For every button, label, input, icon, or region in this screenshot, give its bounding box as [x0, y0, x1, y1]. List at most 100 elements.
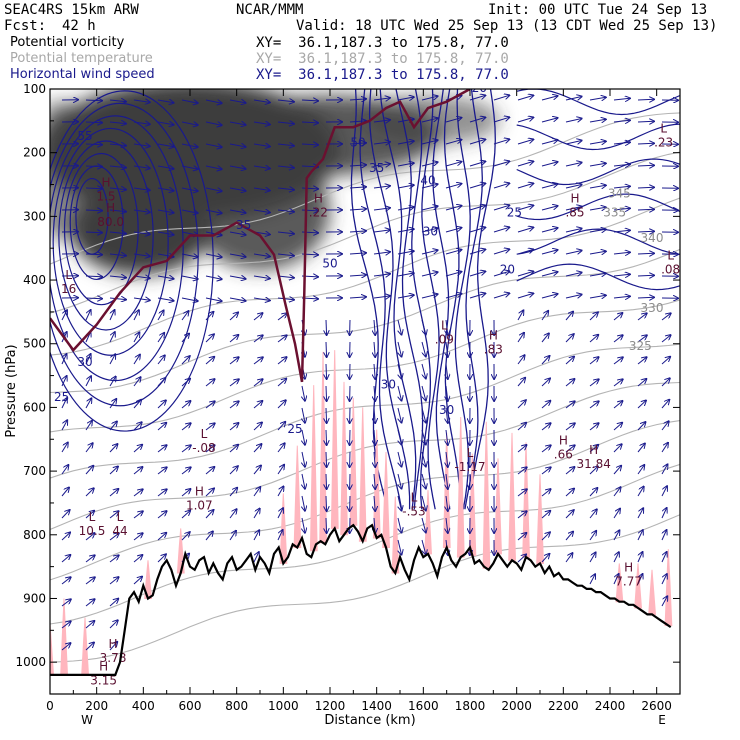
- wind-vector: [61, 310, 67, 321]
- x-tick-label: 1800: [455, 699, 486, 713]
- wind-vector: [613, 574, 619, 585]
- wind-vector: [253, 530, 259, 541]
- theta-contour: [50, 112, 680, 265]
- wind-vector: [133, 511, 143, 519]
- wind-vector: [109, 642, 117, 651]
- wind-vector: [565, 401, 575, 409]
- wind-vector: [589, 229, 606, 232]
- wind-vector: [205, 488, 214, 497]
- wind-vector: [661, 530, 667, 541]
- wind-vector: [589, 97, 606, 100]
- wind-vector: [61, 533, 70, 541]
- wind-vector: [613, 296, 630, 298]
- wind-vector: [637, 487, 644, 497]
- wind-vector: [229, 313, 238, 321]
- wind-vector: [109, 511, 119, 519]
- wind-vector: [253, 122, 270, 125]
- wind-vector: [565, 445, 575, 453]
- wind-vector: [493, 161, 509, 167]
- wind-vector: [373, 252, 390, 254]
- y-tick-label: 700: [23, 464, 46, 478]
- pv-extremum-kind: L: [89, 510, 96, 524]
- wind-vector: [613, 164, 630, 166]
- wind-vector: [253, 466, 261, 475]
- wind-vector: [541, 184, 558, 189]
- wind-vector: [469, 161, 485, 167]
- wind-vector: [229, 357, 239, 365]
- wind-vector: [637, 99, 654, 100]
- wind-vector: [205, 312, 213, 321]
- wind-vector: [61, 398, 67, 409]
- wind-vector: [374, 495, 375, 511]
- wind-vector: [661, 421, 669, 431]
- x-tick-label: 2600: [641, 699, 672, 713]
- pv-extremum-kind: L: [441, 319, 448, 333]
- wind-vector: [85, 555, 95, 563]
- wind-vector: [85, 511, 94, 519]
- wind-vector: [157, 423, 166, 431]
- wind-vector: [205, 122, 222, 125]
- wind-vector: [326, 385, 327, 401]
- wind-vector: [229, 423, 239, 431]
- wind-vector: [326, 341, 327, 357]
- wind-vector: [253, 188, 270, 191]
- wind-vector: [493, 183, 509, 189]
- wind-vector: [398, 407, 402, 423]
- wind-vector: [229, 210, 246, 213]
- precip-spike: [424, 490, 433, 555]
- wind-contour-label: 30: [381, 377, 396, 391]
- wind-vector: [157, 100, 174, 103]
- wind-vector: [253, 100, 270, 103]
- wind-vector: [229, 254, 246, 257]
- wind-vector: [301, 100, 318, 101]
- wind-vector: [374, 319, 375, 335]
- x-tick-label: 1000: [268, 699, 299, 713]
- wind-contour: [464, 89, 483, 510]
- wind-vectors: [61, 95, 678, 651]
- wind-vector: [133, 445, 142, 453]
- precip-shading: [50, 350, 673, 676]
- y-tick-label: 900: [23, 591, 46, 605]
- wind-vector: [613, 401, 623, 409]
- wind-vector: [157, 355, 165, 365]
- wind-vector: [421, 451, 426, 467]
- wind-vector: [205, 298, 222, 301]
- wind-contour-label: 20: [500, 263, 515, 277]
- wind-vector: [565, 185, 582, 189]
- wind-vector: [109, 100, 126, 102]
- valid-time: Valid: 18 UTC Wed 25 Sep 13 (13 CDT Wed …: [296, 18, 718, 34]
- wind-vector: [613, 530, 619, 541]
- wind-vector: [302, 385, 305, 401]
- wind-vector: [565, 251, 582, 255]
- wind-vector: [133, 298, 150, 300]
- wind-vector: [133, 555, 142, 563]
- wind-vector: [398, 495, 402, 511]
- wind-vector: [517, 467, 527, 475]
- theta-contour-label: 345: [608, 186, 631, 200]
- wind-vector: [205, 510, 214, 519]
- wind-vector: [157, 378, 165, 387]
- wind-contour: [516, 123, 680, 151]
- wind-vector: [109, 144, 126, 146]
- wind-vector: [61, 621, 71, 629]
- wind-vector: [517, 183, 533, 189]
- wind-vector: [421, 539, 426, 555]
- precip-spike: [456, 416, 465, 558]
- wind-vector: [373, 230, 390, 232]
- wind-vector: [326, 363, 327, 379]
- wind-vector: [253, 423, 262, 431]
- wind-vector: [446, 429, 448, 445]
- x-tick-label: 600: [179, 699, 202, 713]
- wind-vector: [205, 210, 222, 213]
- pv-extremum-value: .08: [661, 263, 680, 277]
- wind-vector: [445, 206, 461, 211]
- wind-vector: [637, 444, 645, 453]
- pv-extremum-value: .23: [654, 135, 673, 149]
- wind-vector: [445, 228, 461, 233]
- wind-vector: [133, 122, 150, 124]
- wind-vector: [109, 422, 117, 431]
- wind-vector: [541, 140, 558, 145]
- wind-vector: [398, 319, 402, 335]
- wind-vector: [493, 117, 509, 123]
- wind-vector: [109, 444, 118, 453]
